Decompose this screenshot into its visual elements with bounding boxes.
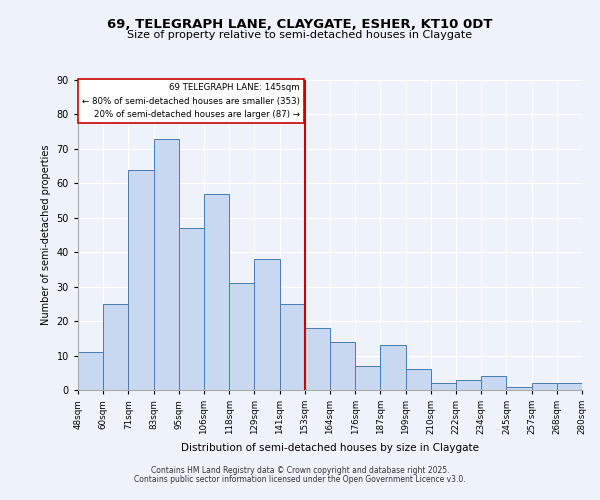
Bar bbox=[456, 380, 481, 390]
Bar bbox=[254, 259, 280, 390]
Bar bbox=[154, 138, 179, 390]
Bar bbox=[431, 383, 456, 390]
Bar bbox=[506, 386, 532, 390]
Text: Size of property relative to semi-detached houses in Claygate: Size of property relative to semi-detach… bbox=[127, 30, 473, 40]
Bar bbox=[229, 283, 254, 390]
Bar bbox=[305, 328, 330, 390]
Text: Contains HM Land Registry data © Crown copyright and database right 2025.: Contains HM Land Registry data © Crown c… bbox=[151, 466, 449, 475]
Bar bbox=[481, 376, 506, 390]
Bar bbox=[557, 383, 582, 390]
Bar bbox=[280, 304, 305, 390]
Bar bbox=[179, 228, 204, 390]
Bar bbox=[103, 304, 128, 390]
Bar bbox=[406, 370, 431, 390]
Bar bbox=[204, 194, 229, 390]
Bar bbox=[532, 383, 557, 390]
Text: Contains public sector information licensed under the Open Government Licence v3: Contains public sector information licen… bbox=[134, 475, 466, 484]
Y-axis label: Number of semi-detached properties: Number of semi-detached properties bbox=[41, 145, 51, 325]
Text: 69, TELEGRAPH LANE, CLAYGATE, ESHER, KT10 0DT: 69, TELEGRAPH LANE, CLAYGATE, ESHER, KT1… bbox=[107, 18, 493, 30]
Text: 69 TELEGRAPH LANE: 145sqm
← 80% of semi-detached houses are smaller (353)
20% of: 69 TELEGRAPH LANE: 145sqm ← 80% of semi-… bbox=[82, 84, 300, 119]
Bar bbox=[128, 170, 154, 390]
Bar bbox=[78, 352, 103, 390]
X-axis label: Distribution of semi-detached houses by size in Claygate: Distribution of semi-detached houses by … bbox=[181, 442, 479, 452]
Bar bbox=[355, 366, 380, 390]
Bar bbox=[330, 342, 355, 390]
Bar bbox=[380, 345, 406, 390]
